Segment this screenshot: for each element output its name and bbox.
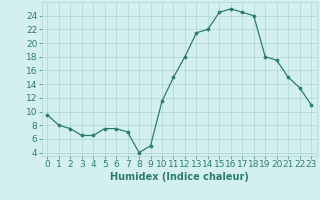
X-axis label: Humidex (Indice chaleur): Humidex (Indice chaleur) bbox=[110, 172, 249, 182]
